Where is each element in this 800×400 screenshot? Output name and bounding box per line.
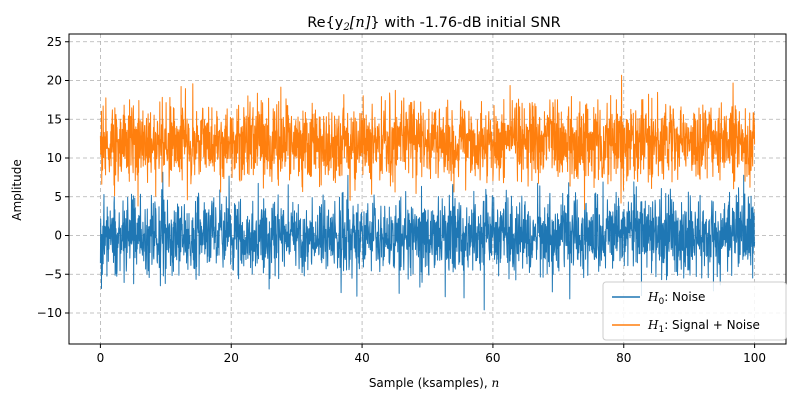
- x-tick-label: 80: [616, 351, 631, 365]
- legend-label-signal-noise: H1: Signal + Noise: [647, 318, 760, 335]
- y-tick-label: 10: [47, 151, 62, 165]
- y-tick-label: 0: [54, 229, 62, 243]
- legend-box: [602, 281, 787, 341]
- x-tick-label: 0: [97, 351, 105, 365]
- series-line-noise: [99, 171, 756, 311]
- y-axis-label: Amplitude: [10, 159, 24, 221]
- legend: H0: Noise H1: Signal + Noise: [602, 281, 787, 341]
- x-axis-label: Sample (ksamples), n: [369, 376, 499, 390]
- y-axis-ticks: −10 −5 0 5 10 15 20 25: [37, 35, 69, 320]
- series-layer: [99, 74, 756, 311]
- x-axis-ticks: 0 20 40 60 80 100: [97, 344, 766, 365]
- y-tick-label: 5: [54, 190, 62, 204]
- x-tick-label: 60: [485, 351, 500, 365]
- plot-area: 0 20 40 60 80 100 −10 −5 0 5 10 15 20 25: [37, 33, 787, 365]
- x-tick-label: 100: [743, 351, 766, 365]
- y-tick-label: 20: [47, 74, 62, 88]
- x-tick-label: 20: [224, 351, 239, 365]
- plot-frame: [68, 33, 787, 345]
- y-tick-label: 15: [47, 112, 62, 126]
- y-tick-label: 25: [47, 35, 62, 49]
- x-tick-label: 40: [354, 351, 369, 365]
- y-tick-label: −5: [44, 267, 62, 281]
- series-line-signal-noise: [99, 74, 756, 210]
- chart-title: Re{y2[n]} with -1.76-dB initial SNR: [307, 15, 561, 33]
- y-tick-label: −10: [37, 306, 62, 320]
- legend-label-noise: H0: Noise: [647, 290, 705, 307]
